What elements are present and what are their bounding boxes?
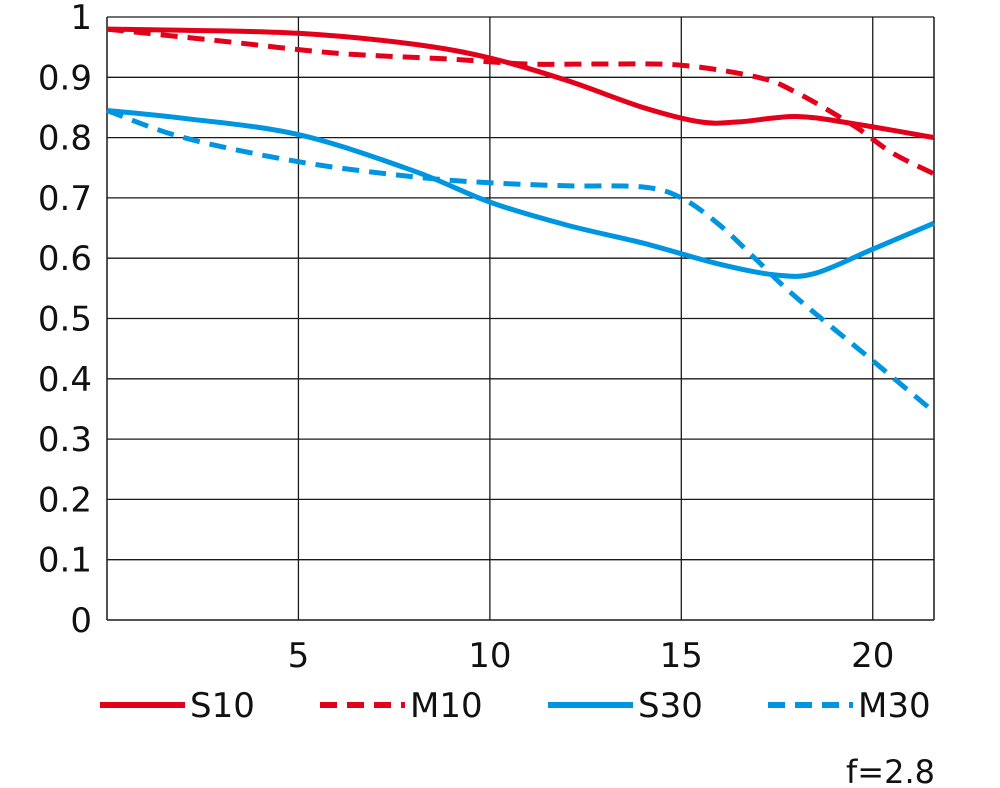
x-tick-label: 5 [288, 636, 310, 676]
legend-label-s30: S30 [638, 686, 703, 726]
series-line-s10 [106, 26, 935, 141]
y-tick-label: 0.3 [38, 420, 92, 460]
y-tick-label: 0.9 [38, 58, 92, 98]
x-axis-ticks: 5 10 15 20 [288, 636, 895, 676]
y-tick-label: 0.6 [38, 239, 92, 279]
legend-label-s10: S10 [190, 686, 255, 726]
y-tick-label: 0.8 [38, 119, 92, 159]
aperture-note: f=2.8 [846, 753, 935, 788]
legend: S10 M10 S30 M30 [100, 686, 931, 726]
series-line-m10 [106, 26, 936, 177]
legend-label-m30: M30 [858, 686, 931, 726]
y-tick-label: 1 [70, 0, 92, 38]
y-tick-label: 0.7 [38, 179, 92, 219]
series-line-m30 [106, 108, 936, 414]
x-tick-label: 15 [660, 636, 703, 676]
grid [106, 16, 935, 621]
x-tick-label: 20 [851, 636, 894, 676]
y-tick-label: 0.4 [38, 360, 92, 400]
series-lines [106, 26, 936, 414]
y-tick-label: 0 [70, 601, 92, 641]
x-tick-label: 10 [468, 636, 511, 676]
y-tick-label: 0.1 [38, 541, 92, 581]
series-line-s30 [106, 108, 935, 279]
y-tick-label: 0.5 [38, 300, 92, 340]
legend-label-m10: M10 [410, 686, 483, 726]
y-tick-label: 0.2 [38, 480, 92, 520]
y-axis-ticks: 0 0.1 0.2 0.3 0.4 0.5 0.6 0.7 0.8 0.9 1 [38, 0, 92, 641]
